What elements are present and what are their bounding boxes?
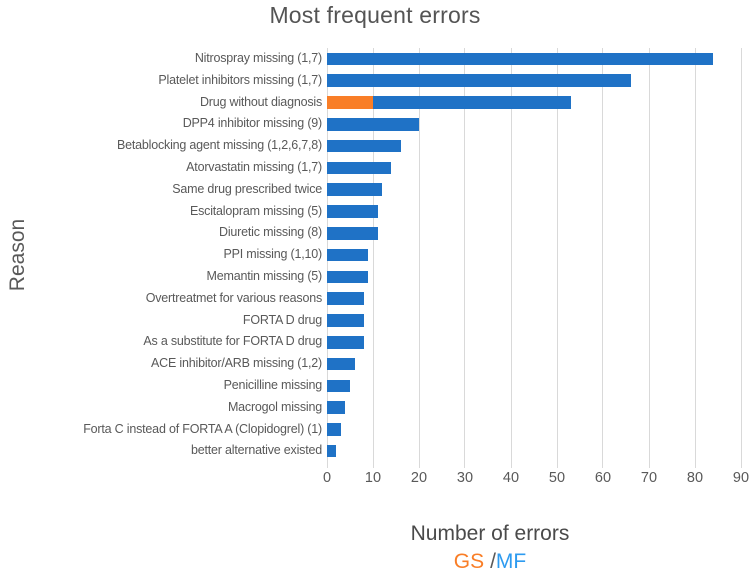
x-tick-label: 10 — [364, 470, 382, 486]
bar-segment-gs — [327, 96, 373, 109]
bar-row — [327, 135, 741, 157]
category-label: Betablocking agent missing (1,2,6,7,8) — [116, 138, 322, 153]
bar-row — [327, 310, 741, 332]
bar-segment-mf — [327, 161, 392, 175]
bar-row — [327, 266, 741, 288]
category-label: Drug without diagnosis — [199, 94, 322, 109]
x-tick-label: 90 — [732, 470, 750, 486]
plot-area — [326, 48, 742, 469]
category-label: Diuretic missing (8) — [219, 225, 322, 240]
category-label: DPP4 inhibitor missing (9) — [182, 116, 322, 131]
category-label: As a substitute for FORTA D drug — [143, 334, 322, 349]
category-label: Platelet inhibitors missing (1,7) — [158, 72, 322, 87]
category-label: Nitrospray missing (1,7) — [194, 51, 322, 65]
bar-row — [327, 70, 741, 92]
bar-row — [327, 375, 741, 397]
bar-segment-mf — [327, 314, 364, 327]
category-label: Memantin missing (5) — [206, 268, 323, 283]
bar-row — [327, 201, 741, 223]
bar-row — [327, 222, 741, 244]
category-label: ACE inhibitor/ARB missing (1,2) — [151, 356, 322, 371]
gridline — [418, 48, 420, 469]
bar-segment-mf — [327, 227, 378, 240]
bar-segment-mf — [327, 248, 369, 262]
bar-row — [327, 288, 741, 310]
chart-title: Most frequent errors — [269, 2, 481, 28]
category-label: Penicilline missing — [223, 377, 323, 392]
x-tick-label: 70 — [640, 470, 658, 486]
category-label: FORTA D drug — [242, 312, 322, 327]
legend: GS/MF — [230, 550, 750, 574]
bar-rows — [327, 48, 741, 462]
legend-gs-label: GS — [453, 550, 485, 573]
category-label: Same drug prescribed twice — [172, 181, 322, 196]
category-label: Overtreatmet for various reasons — [145, 290, 323, 305]
bar-segment-mf — [327, 379, 350, 393]
bar-segment-mf — [327, 336, 364, 349]
x-tick-label: 20 — [410, 470, 428, 486]
bar-segment-mf — [327, 139, 401, 153]
bar-row — [327, 440, 741, 462]
bar-segment-mf — [327, 74, 631, 87]
y-axis-title-text: Reason — [6, 218, 30, 292]
bar-row — [327, 244, 741, 266]
x-axis-tick-labels: 0 10 20 30 40 50 60 70 80 90 — [323, 470, 749, 490]
gridline — [694, 48, 696, 469]
bar-segment-mf — [327, 444, 337, 458]
gridline — [510, 48, 512, 469]
x-tick-label: 80 — [686, 470, 704, 486]
x-tick-label: 50 — [548, 470, 566, 486]
bar-segment-mf — [327, 52, 714, 66]
category-label: PPI missing (1,10) — [223, 247, 322, 262]
bar-segment-mf — [327, 292, 364, 305]
x-tick-label: 40 — [502, 470, 520, 486]
category-label: Macrogol missing — [227, 399, 322, 414]
x-tick-label: 30 — [456, 470, 474, 486]
bar-segment-mf — [327, 423, 341, 436]
bar-row — [327, 179, 741, 201]
category-label: Escitalopram missing (5) — [189, 203, 322, 218]
bar-row — [327, 419, 741, 441]
legend-mf-label: MF — [495, 550, 527, 573]
gridline — [464, 48, 466, 469]
legend-separator: / — [490, 550, 496, 573]
gridline — [372, 48, 374, 469]
bar-row — [327, 157, 741, 179]
x-axis-title: Number of errors — [410, 522, 570, 545]
gridline — [648, 48, 650, 469]
category-label: Forta C instead of FORTA A (Clopidogrel)… — [83, 421, 322, 436]
category-label: Atorvastatin missing (1,7) — [186, 159, 322, 174]
bar-segment-mf — [327, 183, 383, 196]
bar-row — [327, 353, 741, 375]
bar-row — [327, 113, 741, 135]
bar-segment-mf — [327, 205, 378, 218]
bar-segment-mf — [327, 270, 369, 284]
bar-row — [327, 48, 741, 70]
gridline — [556, 48, 558, 469]
gridline — [740, 48, 742, 469]
bar-row — [327, 397, 741, 419]
bar-segment-mf — [327, 401, 346, 414]
category-label: better alternative existed — [191, 443, 322, 458]
gridline — [602, 48, 604, 469]
y-axis-title: Reason — [0, 48, 36, 462]
x-tick-label: 0 — [322, 470, 332, 486]
bar-row — [327, 92, 741, 114]
bar-segment-mf — [373, 96, 571, 109]
bar-segment-mf — [327, 357, 355, 371]
bar-segment-mf — [327, 118, 419, 131]
bar-row — [327, 331, 741, 353]
y-axis-category-labels: Nitrospray missing (1,7) Platelet inhibit… — [36, 48, 322, 462]
chart-footer: Number of errors GS/MF — [230, 522, 750, 574]
x-tick-label: 60 — [594, 470, 612, 486]
